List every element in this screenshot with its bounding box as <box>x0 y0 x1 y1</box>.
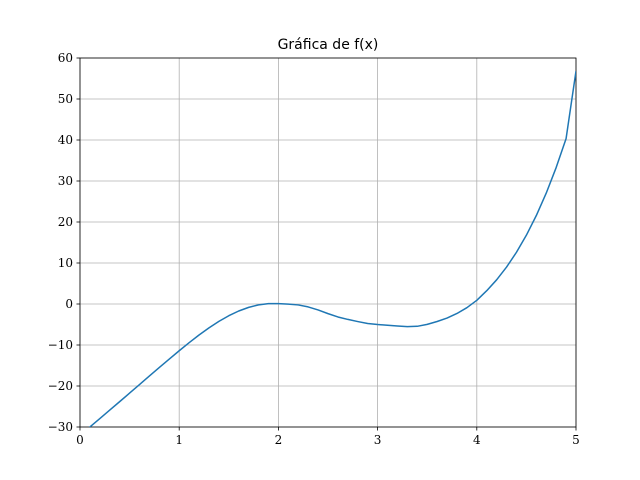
x-tick-label: 5 <box>572 433 580 447</box>
y-tick-label: 60 <box>58 51 73 65</box>
y-tick-label: 50 <box>58 92 73 106</box>
y-tick-label: −20 <box>48 379 73 393</box>
x-tick-label: 4 <box>473 433 481 447</box>
x-tick-label: 1 <box>175 433 183 447</box>
y-tick-label: −10 <box>48 338 73 352</box>
x-tick-label: 3 <box>374 433 382 447</box>
series-line-0 <box>88 71 576 427</box>
chart-title: Gráfica de f(x) <box>278 37 379 53</box>
x-tick-label: 2 <box>275 433 283 447</box>
y-tick-label: 30 <box>58 174 73 188</box>
x-tick-label: 0 <box>76 433 84 447</box>
y-tick-label: 40 <box>58 133 73 147</box>
y-tick-label: −30 <box>48 420 73 434</box>
series-layer <box>88 71 576 427</box>
y-tick-label: 20 <box>58 215 73 229</box>
plot-area-frame <box>79 57 577 428</box>
y-tick-label: 0 <box>65 297 73 311</box>
y-tick-label: 10 <box>58 256 73 270</box>
axis-ticks: 0 1 2 3 4 5 −30 −20 −10 0 10 20 30 40 50 60 <box>48 51 580 447</box>
